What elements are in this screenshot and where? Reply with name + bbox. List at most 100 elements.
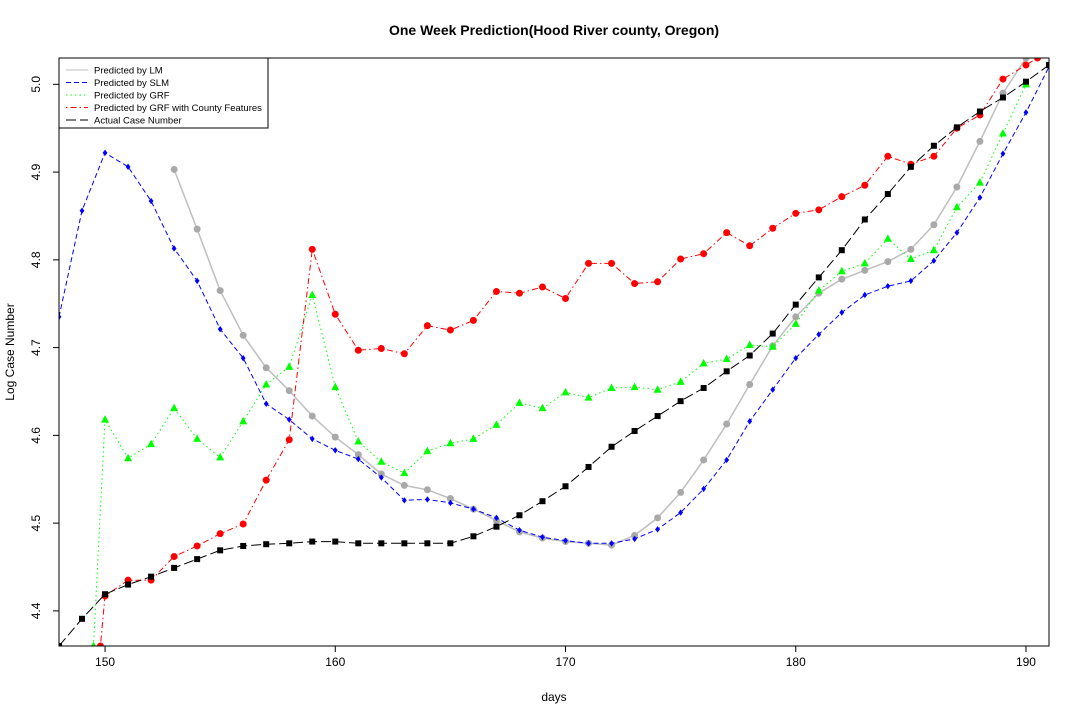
data-point — [884, 191, 891, 198]
data-point — [586, 540, 591, 547]
data-point — [1022, 78, 1029, 85]
data-point — [860, 258, 869, 267]
data-point — [263, 541, 270, 548]
data-point — [102, 591, 109, 598]
data-point — [538, 403, 547, 412]
series-2 — [59, 63, 1049, 547]
data-point — [653, 385, 662, 393]
data-point — [861, 266, 869, 274]
data-point — [147, 439, 156, 448]
data-point — [96, 642, 104, 646]
data-point — [793, 354, 799, 362]
data-point — [952, 202, 961, 211]
data-point — [447, 499, 453, 507]
series-line-2 — [59, 66, 1049, 544]
series-1 — [170, 58, 1030, 549]
data-point — [354, 437, 363, 445]
data-point — [884, 258, 892, 266]
data-point — [194, 277, 200, 285]
data-point — [124, 453, 133, 462]
data-point — [700, 456, 708, 464]
data-point — [677, 255, 685, 263]
data-point — [608, 443, 615, 450]
data-point — [171, 245, 177, 252]
series-4 — [96, 58, 1041, 646]
series-5 — [59, 62, 1049, 646]
data-point — [632, 535, 637, 543]
data-point — [862, 291, 868, 299]
data-point — [423, 486, 431, 494]
data-point — [837, 266, 846, 275]
legend-label: Predicted by GRF with County Features — [94, 103, 262, 114]
data-point — [285, 436, 293, 444]
data-point — [792, 313, 800, 321]
data-point — [332, 447, 338, 454]
data-point — [492, 420, 501, 428]
legend-item-4: Predicted by GRF with County Features — [66, 103, 262, 114]
data-point — [1033, 58, 1041, 62]
data-point — [908, 277, 914, 285]
data-point — [239, 416, 248, 425]
data-point — [515, 289, 523, 297]
legend-label: Predicted by LM — [94, 66, 163, 77]
legend-item-5: Actual Case Number — [66, 116, 182, 127]
x-tick-label: 190 — [1016, 655, 1036, 669]
data-point — [631, 427, 638, 434]
data-point — [423, 322, 431, 330]
data-point — [701, 485, 707, 493]
legend-item-2: Predicted by SLM — [66, 78, 169, 89]
y-axis-label: Log Case Number — [3, 303, 17, 400]
data-point — [308, 290, 317, 298]
data-point — [424, 540, 431, 547]
data-point — [654, 514, 662, 522]
data-point — [217, 325, 223, 333]
data-point — [125, 163, 131, 171]
data-point — [263, 400, 269, 407]
data-point — [540, 533, 545, 541]
data-point — [170, 552, 178, 560]
data-point — [331, 310, 339, 318]
data-point — [515, 398, 524, 406]
data-point — [400, 481, 408, 489]
data-point — [125, 581, 132, 588]
data-point — [907, 245, 915, 253]
data-point — [723, 368, 730, 375]
data-point — [286, 540, 293, 547]
data-point — [400, 350, 408, 358]
data-point — [999, 94, 1006, 101]
data-point — [470, 533, 477, 540]
legend-label: Predicted by GRF — [94, 91, 170, 102]
data-point — [815, 274, 822, 281]
data-point — [216, 530, 224, 538]
data-point — [79, 615, 86, 622]
data-point — [768, 342, 777, 350]
data-point — [377, 457, 386, 465]
data-point — [609, 540, 614, 547]
data-point — [171, 564, 178, 571]
data-point — [929, 245, 938, 254]
y-tick-label: 4.9 — [29, 163, 43, 180]
data-point — [838, 247, 845, 254]
y-tick-label: 4.4 — [29, 602, 43, 619]
data-point — [885, 282, 891, 290]
data-point — [724, 456, 730, 464]
data-point — [217, 547, 224, 554]
data-point — [930, 152, 938, 160]
data-point — [562, 483, 569, 490]
data-point — [492, 287, 500, 295]
data-point — [401, 497, 407, 504]
data-point — [953, 124, 960, 131]
data-point — [170, 403, 179, 412]
legend-box — [58, 57, 269, 129]
data-point — [745, 340, 754, 348]
data-point — [722, 354, 731, 363]
data-point — [401, 540, 408, 547]
data-point — [309, 538, 316, 545]
data-point — [746, 380, 754, 388]
legend-label: Actual Case Number — [94, 116, 182, 127]
data-point — [355, 455, 361, 463]
data-point — [516, 512, 523, 519]
data-point — [861, 181, 869, 189]
data-point — [148, 197, 154, 205]
